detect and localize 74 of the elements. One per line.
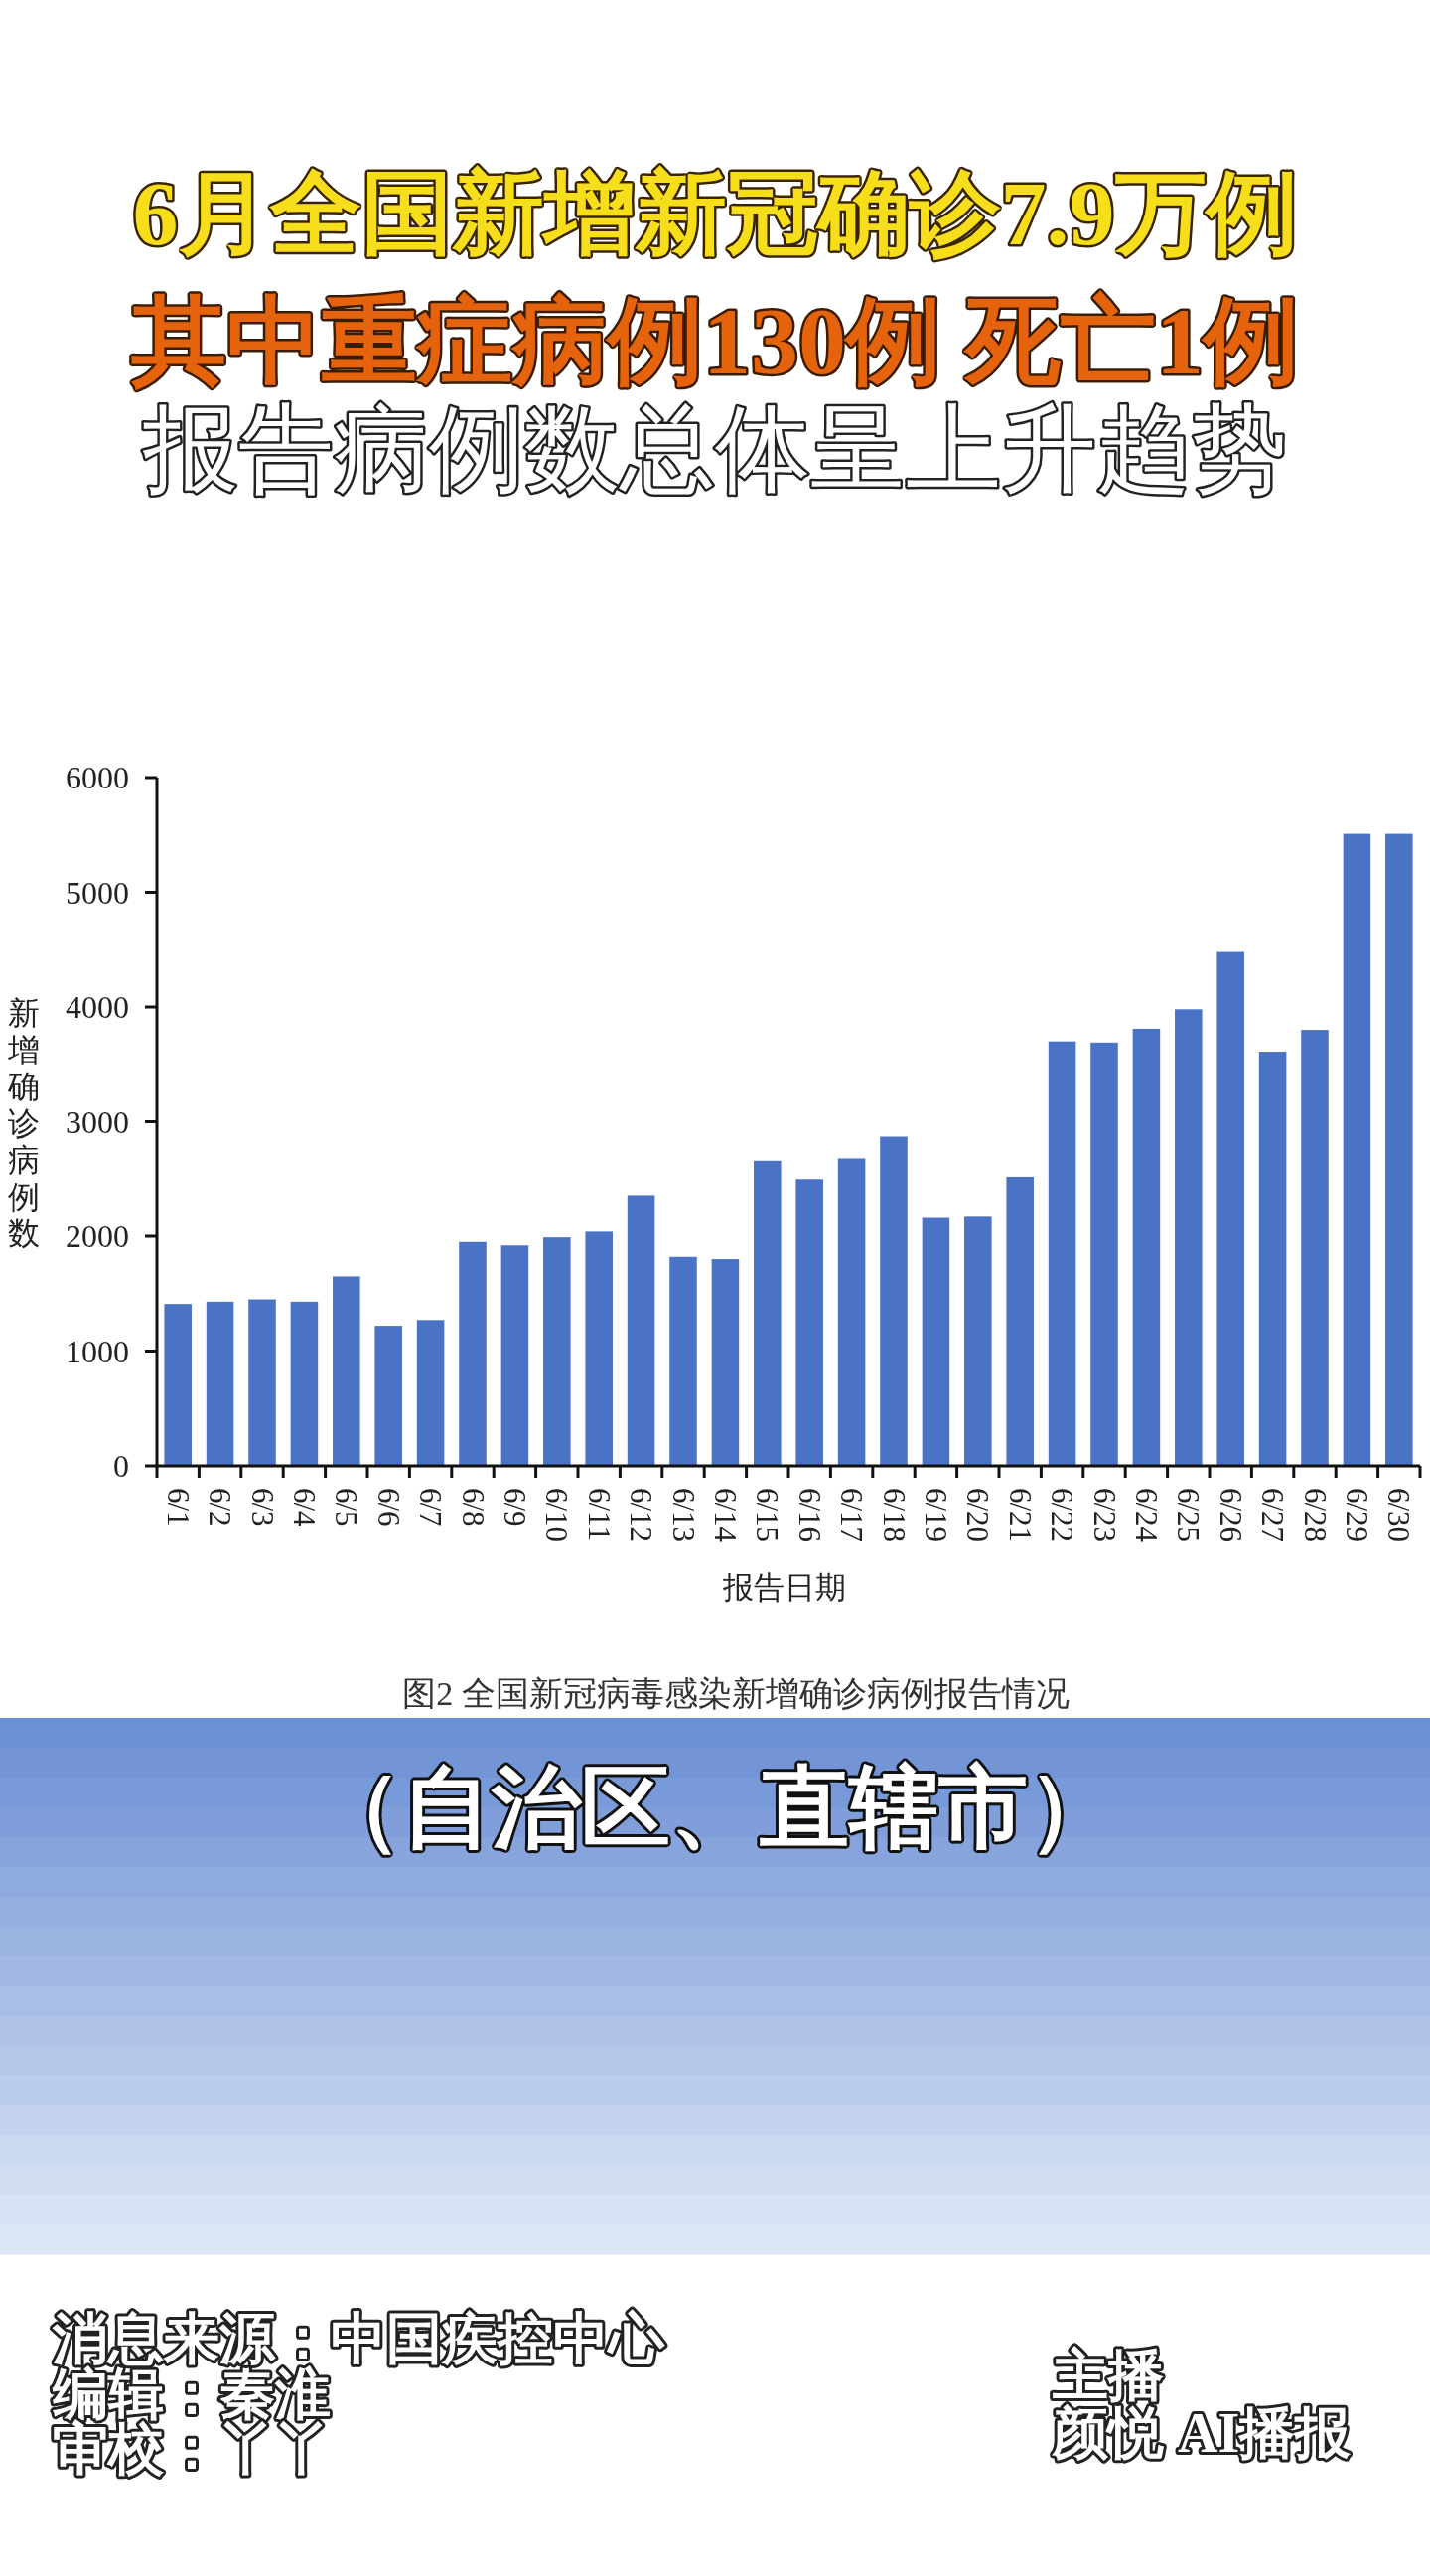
x-tick-label: 6/29 xyxy=(1339,1488,1374,1543)
bar xyxy=(416,1320,445,1466)
x-tick-label: 6/18 xyxy=(876,1488,912,1543)
bar xyxy=(669,1256,697,1466)
x-tick-label: 6/4 xyxy=(286,1488,322,1528)
bar xyxy=(333,1276,360,1467)
bar xyxy=(627,1195,655,1466)
chart-subtitle: 其中重症病例130例 死亡1例 xyxy=(130,287,1299,394)
x-tick-label: 6/30 xyxy=(1381,1488,1417,1543)
bar xyxy=(290,1301,319,1466)
x-tick-label: 6/11 xyxy=(581,1488,617,1541)
y-tick-label: 6000 xyxy=(66,760,129,795)
x-axis-title: 报告日期 xyxy=(722,1569,846,1605)
x-tick-label: 6/21 xyxy=(1002,1488,1038,1543)
bar xyxy=(164,1304,192,1467)
x-tick-label: 6/1 xyxy=(160,1488,196,1527)
bar xyxy=(711,1259,740,1466)
bar xyxy=(754,1160,782,1466)
bar xyxy=(543,1237,571,1467)
bar xyxy=(1258,1052,1287,1467)
y-tick-label: 5000 xyxy=(66,874,129,911)
chart-title: 6月全国新增新冠确诊7.9万例 xyxy=(132,163,1298,264)
y-tick-label: 2000 xyxy=(66,1218,129,1254)
text: 报告病例数总体呈上升趋势 xyxy=(142,395,1287,502)
bar xyxy=(585,1231,613,1466)
bar xyxy=(880,1136,908,1467)
text: （自治区、直辖市） xyxy=(313,1758,1117,1857)
y-tick-label: 4000 xyxy=(66,989,129,1025)
x-tick-label: 6/25 xyxy=(1171,1488,1207,1543)
bar xyxy=(248,1299,276,1467)
bar xyxy=(964,1216,992,1466)
x-tick-label: 6/5 xyxy=(329,1488,364,1527)
y-tick-label: 0 xyxy=(113,1448,129,1484)
x-tick-label: 6/17 xyxy=(834,1488,870,1543)
x-tick-label: 6/23 xyxy=(1086,1488,1122,1543)
x-tick-label: 6/14 xyxy=(707,1488,743,1543)
x-tick-label: 6/15 xyxy=(750,1488,786,1543)
y-tick-label: 1000 xyxy=(66,1333,129,1369)
bar xyxy=(459,1241,487,1467)
bar xyxy=(1301,1030,1329,1466)
x-tick-label: 6/26 xyxy=(1213,1488,1248,1543)
x-tick-label: 6/2 xyxy=(203,1488,238,1527)
bar xyxy=(795,1179,823,1466)
x-tick-label: 6/9 xyxy=(497,1488,532,1527)
caption: 图2 全国新冠病毒感染新增确诊病例报告情况 xyxy=(402,1674,1070,1712)
y-axis-title: 新增确诊病例数 xyxy=(7,995,40,1251)
x-tick-label: 6/13 xyxy=(665,1488,701,1543)
bar xyxy=(1132,1028,1161,1466)
x-tick-label: 6/20 xyxy=(960,1488,996,1543)
x-tick-label: 6/7 xyxy=(413,1488,449,1527)
x-tick-label: 6/6 xyxy=(370,1488,406,1527)
x-tick-label: 6/3 xyxy=(244,1488,280,1527)
bar xyxy=(206,1301,234,1466)
bar xyxy=(374,1326,402,1466)
bar xyxy=(837,1158,866,1466)
bar xyxy=(1006,1176,1034,1466)
x-tick-label: 6/12 xyxy=(624,1488,659,1543)
bar xyxy=(1090,1042,1118,1467)
x-tick-label: 6/19 xyxy=(918,1488,953,1543)
bar xyxy=(922,1217,950,1466)
x-tick-label: 6/10 xyxy=(539,1488,575,1543)
x-tick-label: 6/8 xyxy=(455,1488,491,1527)
bar xyxy=(1385,833,1413,1466)
x-tick-label: 6/24 xyxy=(1128,1488,1164,1543)
y-tick-label: 3000 xyxy=(66,1103,129,1140)
bar xyxy=(1343,833,1371,1466)
x-tick-label: 6/27 xyxy=(1255,1488,1291,1543)
x-tick-label: 6/22 xyxy=(1045,1488,1080,1543)
x-tick-label: 6/16 xyxy=(791,1488,827,1543)
bar xyxy=(1216,951,1244,1466)
bar xyxy=(1048,1041,1076,1466)
x-tick-label: 6/28 xyxy=(1297,1488,1333,1543)
bar xyxy=(500,1245,529,1466)
bar xyxy=(1175,1009,1203,1466)
